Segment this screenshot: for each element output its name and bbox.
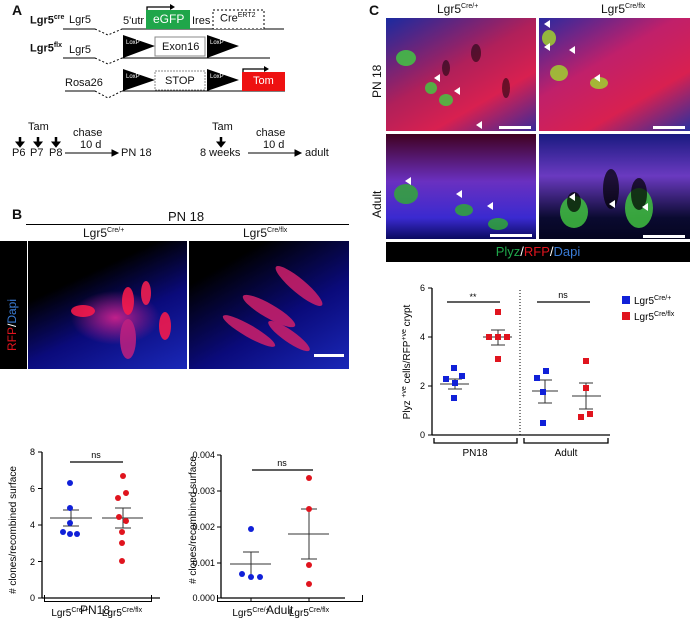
svg-text:ns: ns bbox=[91, 450, 101, 460]
svg-text:6: 6 bbox=[420, 283, 425, 293]
chart-c-plyz: 6 4 2 0 ** ns PN18 Adult Plyz +ve cells/RFP… bbox=[401, 283, 675, 459]
loxp-label: LoxP bbox=[210, 40, 224, 46]
micrograph-c-pn18-cre-plus bbox=[386, 18, 536, 131]
pn18-header: PN 18 bbox=[168, 209, 205, 224]
svg-text:0.003: 0.003 bbox=[192, 486, 215, 496]
svg-text:0: 0 bbox=[420, 430, 425, 440]
c-col-cre-flx: Lgr5Cre/flx bbox=[601, 2, 646, 16]
loxp-label: LoxP bbox=[210, 74, 224, 80]
svg-text:PN18: PN18 bbox=[462, 448, 487, 459]
svg-text:Lgr5Cre/+: Lgr5Cre/+ bbox=[634, 295, 671, 307]
svg-text:0.001: 0.001 bbox=[192, 558, 215, 568]
col-lgr5-cre-flx: Lgr5Cre/flx bbox=[243, 226, 288, 240]
tam-label: Tam bbox=[28, 121, 49, 133]
svg-text:# clones/recombined surface: # clones/recombined surface bbox=[188, 456, 199, 584]
egfp-box-label: eGFP bbox=[153, 12, 185, 26]
chase-duration: 10 d bbox=[263, 139, 285, 151]
svg-text:Lgr5Cre/flx: Lgr5Cre/flx bbox=[634, 311, 675, 323]
svg-text:ns: ns bbox=[558, 290, 568, 300]
svg-text:4: 4 bbox=[30, 520, 35, 530]
svg-text:0.000: 0.000 bbox=[192, 593, 215, 603]
stop-label: STOP bbox=[165, 75, 195, 87]
svg-text:6: 6 bbox=[30, 484, 35, 494]
construct-lgr5cre-name: Lgr5cre bbox=[30, 14, 65, 27]
tom-label: Tom bbox=[253, 75, 274, 87]
svg-text:Adult: Adult bbox=[555, 448, 578, 459]
col-lgr5-cre-plus: Lgr5Cre/+ bbox=[83, 226, 125, 240]
day-p7: P7 bbox=[30, 147, 44, 159]
svg-text:4: 4 bbox=[420, 332, 425, 342]
group-label-adult: Adult bbox=[266, 603, 294, 617]
loxp-label: LoxP bbox=[126, 74, 140, 80]
c-col-cre-plus: Lgr5Cre/+ bbox=[437, 2, 479, 16]
stain-label-strip: RFP/Dapi bbox=[0, 241, 27, 369]
endpoint-adult: adult bbox=[305, 147, 329, 159]
rosa26-label: Rosa26 bbox=[65, 77, 103, 89]
exon16-label: Exon16 bbox=[162, 41, 200, 53]
c-stain-legend: Plyz/RFP/Dapi bbox=[386, 242, 690, 262]
tam-label: Tam bbox=[212, 121, 233, 133]
chase-duration: 10 d bbox=[80, 139, 102, 151]
svg-text:ns: ns bbox=[277, 458, 287, 468]
svg-text:0: 0 bbox=[30, 593, 35, 603]
svg-text:0.002: 0.002 bbox=[192, 522, 215, 532]
group-bracket-adult bbox=[217, 595, 363, 602]
cre-ert2-label: CreERT2 bbox=[220, 12, 256, 25]
svg-text:2: 2 bbox=[420, 381, 425, 391]
locus-label: Lgr5 bbox=[69, 14, 92, 26]
micrograph-c-adult-cre-flx bbox=[539, 134, 690, 239]
svg-text:Lgr5Cre/flx: Lgr5Cre/flx bbox=[289, 607, 330, 619]
ires-label: Ires bbox=[192, 15, 211, 27]
panel-c-label: C bbox=[369, 2, 380, 18]
svg-text:**: ** bbox=[469, 292, 477, 302]
micrograph-b-cre-plus bbox=[28, 241, 187, 369]
svg-text:2: 2 bbox=[30, 557, 35, 567]
construct-lgr5flx-name: Lgr5flx bbox=[30, 42, 63, 55]
svg-text:Lgr5Cre/+: Lgr5Cre/+ bbox=[232, 607, 269, 619]
header-rule bbox=[26, 224, 349, 225]
y-axis-label-adult: # clones/recombined surface bbox=[188, 456, 199, 584]
micrograph-c-pn18-cre-flx bbox=[539, 18, 690, 131]
group-label-pn18: PN18 bbox=[80, 603, 111, 617]
loxp-label: LoxP bbox=[126, 40, 140, 46]
day-p8: P8 bbox=[49, 147, 63, 159]
chase-label: chase bbox=[256, 127, 286, 139]
svg-text:Plyz +ve cells/RFP+ve crypt: Plyz +ve cells/RFP+ve crypt bbox=[401, 304, 413, 419]
group-bracket-pn18 bbox=[44, 595, 152, 602]
start-8weeks: 8 weeks bbox=[200, 147, 241, 159]
panel-b-label: B bbox=[12, 206, 23, 222]
micrograph-b-cre-flx bbox=[189, 241, 349, 369]
endpoint-pn18: PN 18 bbox=[121, 147, 152, 159]
micrograph-c-adult-cre-plus bbox=[386, 134, 536, 239]
construct-diagram bbox=[14, 4, 303, 157]
c-row-labels: PN 18 Adult bbox=[370, 64, 384, 218]
locus-label: Lgr5 bbox=[69, 44, 92, 56]
chase-label: chase bbox=[73, 127, 103, 139]
day-p6: P6 bbox=[12, 147, 26, 159]
chart-b-adult: 0.004 0.003 0.002 0.001 0.000 ns Lgr5Cre/+ L… bbox=[192, 450, 345, 619]
svg-text:0.004: 0.004 bbox=[192, 450, 215, 460]
panel-a-label: A bbox=[12, 2, 23, 18]
utr-label: 5'utr bbox=[123, 15, 145, 27]
svg-text:8: 8 bbox=[30, 447, 35, 457]
y-axis-label: # clones/recombined surface bbox=[8, 466, 19, 594]
